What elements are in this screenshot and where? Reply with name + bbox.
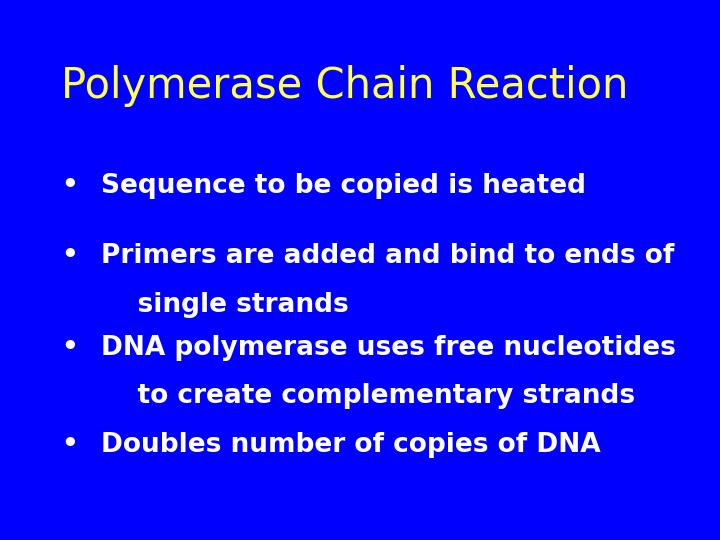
Text: Sequence to be copied is heated: Sequence to be copied is heated [101, 173, 586, 199]
Text: DNA polymerase uses free nucleotides: DNA polymerase uses free nucleotides [101, 335, 675, 361]
Text: •: • [61, 243, 78, 269]
Text: Polymerase Chain Reaction: Polymerase Chain Reaction [61, 65, 629, 107]
Text: to create complementary strands: to create complementary strands [101, 383, 635, 409]
Text: single strands: single strands [101, 292, 348, 318]
Text: Primers are added and bind to ends of: Primers are added and bind to ends of [101, 243, 674, 269]
Text: •: • [61, 432, 78, 458]
Text: Doubles number of copies of DNA: Doubles number of copies of DNA [101, 432, 600, 458]
Text: •: • [61, 335, 78, 361]
Text: •: • [61, 173, 78, 199]
